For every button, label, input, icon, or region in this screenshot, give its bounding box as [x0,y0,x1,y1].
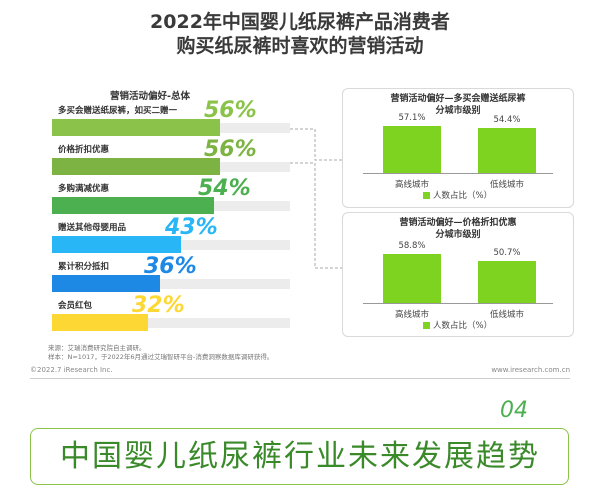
bar-track-5 [52,318,290,328]
bar-fill-2 [52,197,214,214]
mini-bar-0 [383,254,441,303]
mini-value-0: 58.8% [398,241,426,252]
mini-chart-1-title-line2: 分城市级别 [435,106,481,116]
bar-track-4 [52,279,290,289]
section-banner: 中国婴儿纸尿裤行业未来发展趋势 [60,439,540,474]
page-title-line2: 购买纸尿裤时喜欢的营销活动 [176,35,424,57]
mini-value-0: 57.1% [398,112,426,123]
mini-chart-price-discount: 营销活动偏好—价格折扣优惠 分城市级别 58.8% 高线城市 50.7% 低线城市 人… [342,212,574,337]
footer-url: www.iresearch.com.cn [491,366,570,374]
mini-value-1: 50.7% [493,247,521,258]
bar-label-0: 多买会赠送纸尿裤，如买二赠一 [58,106,178,116]
footer-copyright: ©2022.7 iResearch Inc. [30,366,113,374]
overall-chart-title: 营销活动偏好-总体 [110,91,190,102]
mini-category-1: 低线城市 [489,310,524,320]
bar-value-4: 36% [144,254,197,279]
page-title-line1: 2022年中国婴儿纸尿裤产品消费者 [150,11,450,33]
source-note: 来源：艾瑞消费研究院自主调研。 [48,344,146,352]
bar-label-2: 多购满减优惠 [58,184,110,194]
mini-category-1: 低线城市 [489,180,524,190]
bar-fill-3 [52,236,181,253]
mini-chart-2-title-line1: 营销活动偏好—价格折扣优惠 [399,218,517,228]
bar-fill-0 [52,119,220,136]
bar-label-1: 价格折扣优惠 [58,145,110,155]
mini-bar-1 [478,260,536,303]
bar-fill-5 [52,314,148,331]
sample-note: 样本：N=1017，于2022年6月通过艾瑞智研平台-消费洞察数据库调研获得。 [48,353,274,361]
bar-value-2: 54% [198,176,251,201]
bar-fill-4 [52,275,160,292]
mini-axis [363,173,553,174]
mini-chart-buy-more: 营销活动偏好—多买会赠送纸尿裤 分城市级别 57.1% 高线城市 54.4% 低线城市… [342,88,574,208]
bar-value-1: 56% [204,137,257,162]
mini-value-1: 54.4% [493,114,521,125]
mini-axis [363,303,553,304]
mini-chart-1-legend-label: 人数占比（%） [433,191,493,201]
mini-bar-0 [383,125,441,173]
bar-value-0: 56% [204,98,257,123]
mini-chart-2-legend: 人数占比（%） [423,319,492,331]
bar-label-4: 累计积分抵扣 [58,262,110,272]
mini-category-0: 高线城市 [394,180,429,190]
section-number: 04 [500,398,528,423]
legend-swatch [423,322,430,329]
bar-value-3: 43% [165,215,218,240]
connector-top [290,128,342,161]
banner-frame [30,428,569,485]
mini-chart-1-legend: 人数占比（%） [423,189,492,201]
footer-divider [30,378,570,379]
bar-label-3: 赠送其他母婴用品 [58,223,127,233]
mini-chart-2-legend-label: 人数占比（%） [433,321,493,331]
bar-value-5: 32% [132,293,185,318]
bar-label-5: 会员红包 [58,301,93,311]
mini-chart-1-title-line1: 营销活动偏好—多买会赠送纸尿裤 [390,94,526,104]
mini-bar-1 [478,127,536,173]
legend-swatch [423,192,430,199]
mini-category-0: 高线城市 [394,310,429,320]
connector-bottom [290,162,342,269]
bar-fill-1 [52,158,220,175]
mini-chart-2-title-line2: 分城市级别 [435,230,481,240]
